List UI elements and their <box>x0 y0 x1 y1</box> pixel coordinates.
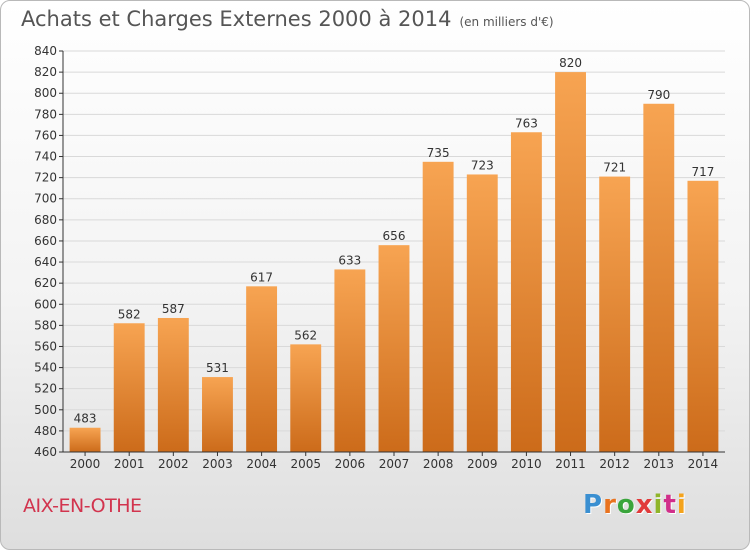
y-tick-label: 800 <box>34 86 57 100</box>
proxiti-logo: Proxiti <box>583 490 687 520</box>
x-tick-label: 2013 <box>644 457 675 471</box>
y-tick-label: 760 <box>34 128 57 142</box>
x-tick-label: 2012 <box>599 457 630 471</box>
axes: 460 480 500 520 540 560 580 600 620 640 660 680 700 7… <box>34 44 725 471</box>
data-label-2001: 582 <box>118 307 141 321</box>
logo-letter: t <box>663 490 677 520</box>
y-tick-label: 480 <box>34 424 57 438</box>
x-tick-label: 2008 <box>423 457 454 471</box>
data-label-2008: 735 <box>427 146 450 160</box>
y-tick-label: 460 <box>34 445 57 459</box>
bar-2008 <box>422 161 454 453</box>
chart-subtitle: (en milliers d'€) <box>459 15 554 29</box>
y-tick-label: 560 <box>34 339 57 353</box>
commune-name: AIX-EN-OTHE <box>23 495 142 517</box>
y-tick-label: 520 <box>34 382 57 396</box>
bar-2009 <box>466 174 498 452</box>
data-label-2013: 790 <box>647 88 670 102</box>
chart-title-text: Achats et Charges Externes 2000 à 2014 <box>21 7 452 31</box>
data-label-2012: 721 <box>603 161 626 175</box>
data-label-2006: 633 <box>338 253 361 267</box>
data-label-2000: 483 <box>74 412 97 426</box>
y-tick-label: 740 <box>34 150 57 164</box>
bar-2011 <box>555 72 586 453</box>
x-tick-label: 2005 <box>290 457 321 471</box>
y-tick-label: 620 <box>34 276 57 290</box>
bar-2013 <box>643 103 675 453</box>
data-label-2011: 820 <box>559 56 582 70</box>
y-tick-label: 680 <box>34 213 57 227</box>
chart-title: Achats et Charges Externes 2000 à 2014 (e… <box>21 7 554 31</box>
x-tick-label: 2003 <box>202 457 233 471</box>
bar-2006 <box>334 269 366 452</box>
x-tick-label: 2007 <box>379 457 410 471</box>
data-label-2003: 531 <box>206 361 229 375</box>
x-tick-label: 2002 <box>158 457 189 471</box>
data-label-2002: 587 <box>162 302 185 316</box>
logo-letter: P <box>583 490 604 520</box>
y-tick-label: 780 <box>34 107 57 121</box>
x-tick-label: 2000 <box>70 457 101 471</box>
y-tick-label: 700 <box>34 192 57 206</box>
x-tick-label: 2011 <box>555 457 586 471</box>
data-label-2007: 656 <box>383 229 406 243</box>
bar-2001 <box>113 323 145 452</box>
y-tick-label: 720 <box>34 171 57 185</box>
bar-2007 <box>378 245 410 452</box>
bar-2003 <box>202 377 233 452</box>
y-tick-label: 600 <box>34 297 57 311</box>
logo-letter: i <box>653 490 664 520</box>
bar-2005 <box>290 344 322 452</box>
bar-2010 <box>510 132 542 453</box>
y-tick-label: 540 <box>34 361 57 375</box>
data-label-2014: 717 <box>691 165 714 179</box>
x-tick-label: 2009 <box>467 457 498 471</box>
bar-2002 <box>157 317 189 452</box>
y-tick-label: 660 <box>34 234 57 248</box>
data-label-2004: 617 <box>250 270 273 284</box>
logo-letter: r <box>603 490 617 520</box>
y-tick-label: 840 <box>34 44 57 58</box>
bar-2012 <box>599 176 631 453</box>
data-labels: 483 582 587 531 617 562 633 656 735 723 763 820 721 7… <box>74 56 715 426</box>
bar-2000 <box>69 427 101 452</box>
data-label-2005: 562 <box>294 328 317 342</box>
bar-2004 <box>246 286 278 452</box>
data-label-2010: 763 <box>515 116 538 130</box>
bar-2014 <box>687 180 719 452</box>
y-tick-label: 500 <box>34 403 57 417</box>
y-tick-label: 580 <box>34 318 57 332</box>
logo-letter: o <box>616 490 636 520</box>
x-tick-label: 2010 <box>511 457 542 471</box>
x-tick-label: 2006 <box>335 457 366 471</box>
bars <box>69 72 719 453</box>
x-tick-label: 2001 <box>114 457 145 471</box>
logo-letter: x <box>635 490 654 520</box>
x-tick-label: 2014 <box>688 457 719 471</box>
y-tick-label: 820 <box>34 65 57 79</box>
data-label-2009: 723 <box>471 158 494 172</box>
logo-letter: i <box>676 490 687 520</box>
x-tick-label: 2004 <box>246 457 277 471</box>
y-tick-label: 640 <box>34 255 57 269</box>
